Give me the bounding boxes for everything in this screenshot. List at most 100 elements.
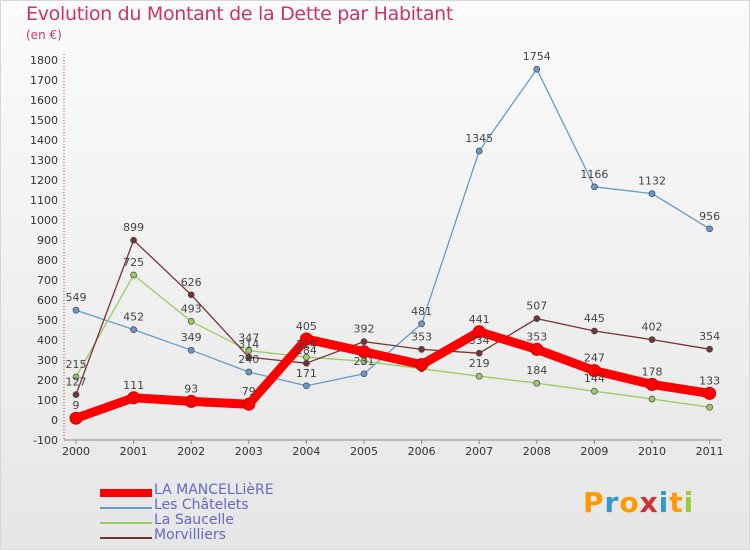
chart-title: Evolution du Montant de la Dette par Hab… — [26, 3, 454, 25]
legend-swatch — [100, 507, 152, 509]
data-label-la-saucelle: 144 — [584, 372, 605, 385]
logo-letter: P — [583, 486, 605, 519]
logo-letter: r — [604, 486, 620, 519]
y-tick-label: 600 — [37, 294, 58, 307]
legend-label: LA MANCELLièRE — [154, 482, 274, 498]
data-label-les-ch-telets: 956 — [699, 210, 720, 223]
data-point-la-saucelle — [706, 403, 713, 411]
data-label-les-ch-telets: 1132 — [638, 175, 666, 188]
data-label-morvilliers: 314 — [238, 338, 259, 351]
data-label-la-mancelli-re: 441 — [469, 313, 490, 326]
series-line-la-mancelli-re — [71, 327, 715, 423]
data-point-la-saucelle — [245, 347, 253, 354]
x-tick-label: 2004 — [292, 445, 320, 458]
y-tick-label: 200 — [37, 374, 58, 387]
logo-letter: i — [683, 486, 695, 519]
series-line-les-ch-telets — [75, 68, 711, 387]
data-point-morvilliers — [187, 291, 195, 299]
data-label-la-saucelle: 725 — [123, 256, 144, 269]
data-point-la-saucelle — [533, 379, 541, 387]
data-label-les-ch-telets: 240 — [238, 353, 259, 366]
data-label-morvilliers: 626 — [181, 276, 202, 289]
data-label-morvilliers: 284 — [296, 344, 317, 357]
data-label-la-mancelli-re: 353 — [526, 330, 547, 343]
data-label-la-mancelli-re: 247 — [584, 352, 605, 365]
legend-swatch — [100, 537, 152, 539]
data-label-la-saucelle: 493 — [181, 302, 202, 315]
data-point-la-mancelli-re — [127, 391, 141, 405]
data-label-morvilliers: 507 — [526, 300, 547, 313]
data-label-morvilliers: 334 — [469, 334, 490, 347]
data-label-la-saucelle: 215 — [66, 358, 87, 371]
data-point-la-saucelle — [591, 387, 598, 395]
data-label-morvilliers: 127 — [66, 376, 87, 389]
data-point-les-ch-telets — [648, 190, 656, 197]
y-tick-label: 1600 — [30, 94, 58, 107]
y-tick-label: 500 — [37, 314, 58, 327]
x-tick-label: 2000 — [62, 445, 90, 458]
y-tick-label: 1400 — [30, 134, 58, 147]
y-tick-label: 1800 — [30, 54, 58, 67]
data-label-la-saucelle: 184 — [526, 364, 547, 377]
data-point-morvilliers — [591, 327, 598, 335]
data-label-les-ch-telets: 1345 — [465, 132, 493, 145]
chart-unit: (en €) — [26, 28, 62, 42]
data-point-les-ch-telets — [130, 326, 137, 333]
data-point-la-saucelle — [648, 395, 656, 403]
data-point-morvilliers — [706, 345, 713, 353]
data-label-la-mancelli-re: 79 — [242, 385, 256, 398]
data-point-la-mancelli-re — [703, 386, 717, 400]
x-tick-label: 2010 — [638, 445, 666, 458]
logo-letter: i — [658, 486, 670, 519]
data-label-morvilliers: 354 — [699, 330, 720, 343]
data-label-morvilliers: 402 — [642, 321, 663, 334]
data-label-la-saucelle: 219 — [469, 357, 490, 370]
data-label-la-mancelli-re: 178 — [642, 365, 663, 378]
data-label-la-mancelli-re: 93 — [184, 382, 198, 395]
data-point-les-ch-telets — [475, 147, 483, 155]
data-point-les-ch-telets — [591, 183, 598, 191]
y-tick-label: 1300 — [30, 154, 58, 167]
data-point-les-ch-telets — [533, 65, 541, 73]
y-tick-label: 1200 — [30, 174, 58, 187]
data-point-la-saucelle — [187, 318, 195, 325]
y-tick-label: 0 — [51, 414, 58, 427]
data-point-la-mancelli-re — [69, 411, 83, 425]
y-tick-label: 100 — [37, 394, 58, 407]
data-point-la-saucelle — [475, 372, 483, 380]
x-tick-label: 2001 — [120, 445, 148, 458]
data-point-les-ch-telets — [706, 225, 713, 233]
data-point-la-mancelli-re — [472, 325, 486, 339]
data-point-morvilliers — [72, 391, 80, 398]
proxiti-logo: Proxiti — [583, 486, 694, 519]
x-tick-label: 2002 — [177, 445, 205, 458]
data-label-les-ch-telets: 1166 — [580, 168, 608, 181]
data-label-morvilliers: 899 — [123, 221, 144, 234]
data-label-les-ch-telets: 452 — [123, 311, 144, 324]
data-point-la-saucelle — [130, 271, 137, 279]
data-point-la-mancelli-re — [530, 342, 544, 356]
data-point-morvilliers — [475, 349, 483, 357]
series-line-morvilliers — [75, 239, 711, 396]
data-point-les-ch-telets — [303, 382, 310, 390]
x-tick-label: 2009 — [580, 445, 608, 458]
y-tick-label: 700 — [37, 274, 58, 287]
data-label-les-ch-telets: 231 — [354, 355, 375, 368]
data-point-la-saucelle — [72, 373, 80, 381]
data-point-les-ch-telets — [72, 306, 80, 314]
y-tick-label: 800 — [37, 254, 58, 267]
data-label-morvilliers: 353 — [411, 330, 432, 343]
data-label-morvilliers: 445 — [584, 312, 605, 325]
data-label-morvilliers: 392 — [354, 323, 375, 336]
data-label-la-mancelli-re: 9 — [73, 399, 80, 412]
data-point-la-mancelli-re — [357, 345, 371, 359]
x-tick-label: 2005 — [350, 445, 378, 458]
data-point-la-mancelli-re — [645, 377, 659, 391]
series-line-la-saucelle — [75, 274, 711, 408]
y-tick-label: 300 — [37, 354, 58, 367]
data-point-morvilliers — [533, 315, 541, 322]
y-tick-label: -100 — [33, 434, 58, 447]
data-point-la-mancelli-re — [587, 364, 601, 378]
